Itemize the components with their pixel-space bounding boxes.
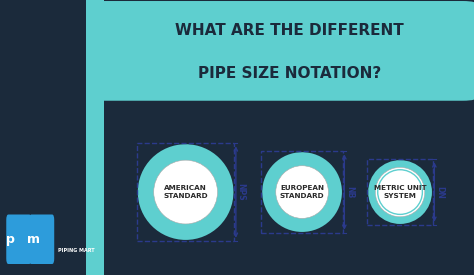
Bar: [137, 144, 234, 241]
Ellipse shape: [154, 160, 218, 224]
Text: EUROPEAN
STANDARD: EUROPEAN STANDARD: [280, 185, 324, 199]
Text: WHAT ARE THE DIFFERENT: WHAT ARE THE DIFFERENT: [175, 23, 403, 38]
Ellipse shape: [375, 167, 425, 217]
Text: m: m: [27, 233, 40, 246]
Text: AMERICAN
STANDARD: AMERICAN STANDARD: [164, 185, 208, 199]
Ellipse shape: [262, 152, 342, 232]
Ellipse shape: [276, 166, 328, 218]
Text: DN: DN: [435, 186, 444, 199]
Text: NPS: NPS: [237, 183, 246, 201]
Text: NOMINAL DIAMETER: NOMINAL DIAMETER: [353, 236, 447, 245]
Ellipse shape: [368, 160, 432, 224]
Text: METRIC UNIT
SYSTEM: METRIC UNIT SYSTEM: [374, 185, 427, 199]
FancyBboxPatch shape: [29, 214, 54, 264]
Bar: [261, 151, 343, 233]
Text: PIPING MART: PIPING MART: [58, 248, 95, 253]
Ellipse shape: [138, 144, 234, 240]
Text: NOMINAL BORE: NOMINAL BORE: [266, 244, 338, 253]
Text: NOMINAL PIPE SIZE: NOMINAL PIPE SIZE: [140, 252, 231, 261]
Ellipse shape: [378, 170, 422, 215]
Bar: [367, 159, 433, 225]
Text: PIPE SIZE NOTATION?: PIPE SIZE NOTATION?: [198, 66, 381, 81]
FancyBboxPatch shape: [90, 1, 474, 101]
Bar: [85, 0, 104, 275]
Text: p: p: [6, 233, 15, 246]
Text: NB: NB: [345, 186, 354, 198]
FancyBboxPatch shape: [6, 214, 31, 264]
